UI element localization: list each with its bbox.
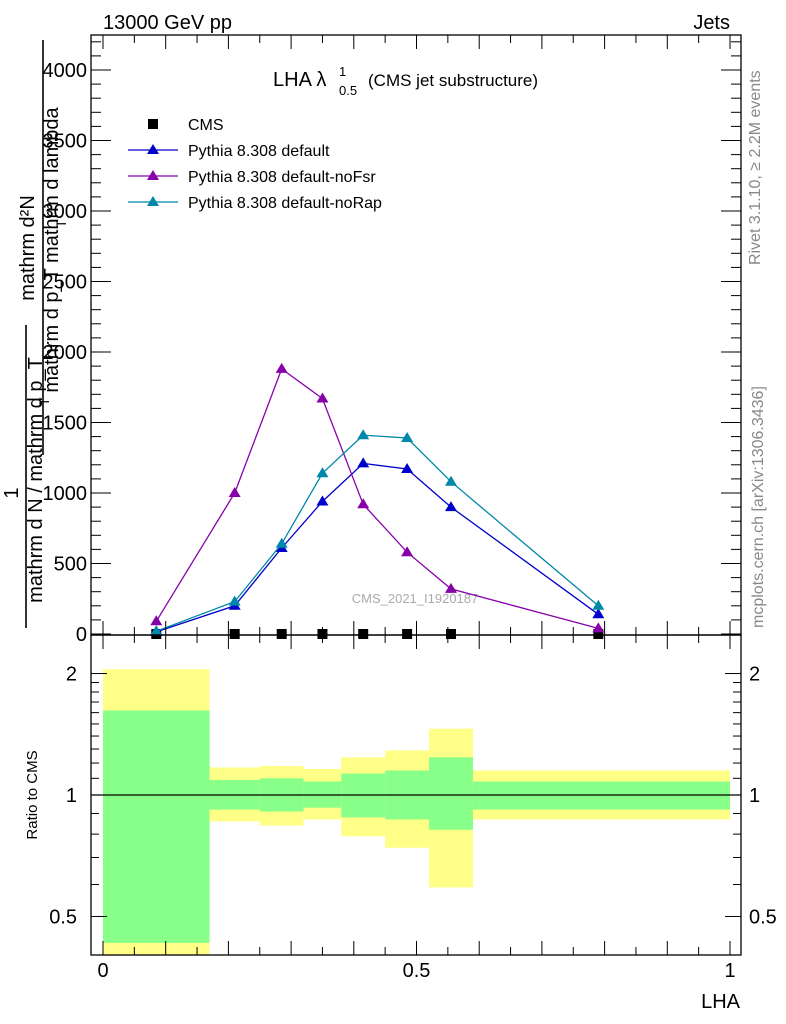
series-3-point-0 [150, 625, 163, 636]
cms-point-6 [445, 629, 456, 639]
ratio-band-inner-6 [429, 757, 473, 830]
main-ylabel: mathrm d²N mathrm d p_T mathrm d lambda … [1, 40, 69, 628]
analysis-watermark: CMS_2021_I1920187 [352, 591, 479, 606]
series-3-point-5 [401, 432, 414, 443]
legend-label-cms: CMS [188, 117, 224, 134]
series-3-point-7 [592, 599, 605, 610]
legend-entry-cms: CMS [148, 117, 224, 134]
cms-point-7 [593, 629, 604, 639]
main-ytick-label-8: 4000 [43, 60, 88, 82]
series-1 [150, 457, 605, 636]
ratio-bands [91, 669, 741, 955]
x-axis-label: LHA [701, 991, 741, 1013]
cms-point-4 [358, 629, 369, 639]
legend-label-nofsr: Pythia 8.308 default-noFsr [188, 169, 376, 186]
cms-point-2 [276, 629, 287, 639]
legend-marker-nofsr [147, 170, 159, 180]
title-subscript: 0.5 [339, 83, 357, 98]
main-ytick-label-3: 1500 [43, 413, 88, 435]
title-note: (CMS jet substructure) [368, 71, 538, 90]
legend-marker-default [147, 144, 159, 154]
legend-entry-norap: Pythia 8.308 default-noRap [128, 195, 382, 212]
x-tick-label-1: 0.5 [403, 960, 431, 982]
series-2 [150, 362, 605, 633]
legend-entry-default: Pythia 8.308 default [128, 143, 330, 160]
ratio-band-inner-0 [103, 710, 210, 943]
ratio-ytick-label-right-2: 2 [749, 664, 760, 686]
legend-label-norap: Pythia 8.308 default-noRap [188, 195, 382, 212]
main-ytick-label-7: 3500 [43, 131, 88, 153]
main-ytick-label-2: 1000 [43, 483, 88, 505]
series-1-point-7 [592, 608, 605, 619]
series-3-point-6 [444, 475, 457, 486]
legend-marker-cms [148, 119, 158, 129]
x-tick-label-0: 0 [97, 960, 108, 982]
ratio-ytick-label-left-2: 2 [66, 664, 77, 686]
series-3-point-3 [316, 467, 329, 478]
series-2-point-7 [592, 622, 605, 633]
legend-marker-norap [147, 196, 159, 206]
series-1-point-3 [316, 495, 329, 506]
ratio-ytick-label-left-1: 1 [66, 785, 77, 807]
series-2-point-1 [228, 487, 241, 497]
ylabel-top-subscript: T [53, 219, 69, 228]
series-2-point-0 [150, 615, 163, 626]
ylabel-pre-numerator: 1 [1, 487, 23, 498]
ylabel-pre-denominator: mathrm d N / mathrm d p_T [25, 357, 47, 603]
series-3 [150, 429, 605, 636]
header-left: 13000 GeV pp [103, 12, 232, 34]
mcplots-label: mcplots.cern.ch [arXiv:1306.3436] [750, 386, 767, 628]
series-2-point-6 [444, 582, 457, 593]
series-3-point-2 [275, 537, 288, 548]
main-series [150, 362, 605, 639]
series-line-3 [156, 434, 599, 632]
main-ytick-label-1: 500 [54, 554, 87, 576]
series-line-1 [156, 462, 599, 633]
title-main: LHA λ [273, 69, 326, 91]
cms-point-5 [402, 629, 413, 639]
legend-entry-nofsr: Pythia 8.308 default-noFsr [128, 169, 376, 186]
ylabel-top-numerator: mathrm d²N [17, 195, 39, 301]
legend: CMS Pythia 8.308 default Pythia 8.308 de… [128, 117, 382, 212]
ratio-ytick-label-left-0: 0.5 [49, 906, 77, 928]
main-ytick-label-5: 2500 [43, 272, 88, 294]
series-2-point-5 [401, 546, 414, 557]
main-ytick-label-6: 3000 [43, 201, 88, 223]
legend-label-default: Pythia 8.308 default [188, 143, 330, 160]
main-ytick-label-0: 0 [76, 624, 87, 646]
series-1-point-5 [401, 463, 414, 474]
series-1-point-4 [357, 457, 370, 468]
series-1-point-6 [444, 501, 457, 512]
series-2-point-3 [316, 392, 329, 403]
series-2-point-4 [357, 498, 370, 509]
axes: 0 500 1000 1500 2000 2500 3000 3500 4000 0 0.5 1 0.5… [43, 34, 777, 982]
series-3-point-4 [357, 429, 370, 440]
title-superscript: 1 [339, 64, 346, 79]
rivet-version-label: Rivet 3.1.10, ≥ 2.2M events [747, 70, 764, 265]
ylabel-pre-subscript: T [36, 397, 52, 406]
series-line-2 [155, 367, 599, 630]
x-tick-label-2: 1 [724, 960, 735, 982]
ylabel-top-denominator: mathrm d p_T mathrm d lambda [41, 106, 63, 392]
header-right: Jets [693, 12, 730, 34]
ratio-ytick-label-right-0: 0.5 [749, 906, 777, 928]
series-3-point-1 [228, 595, 241, 606]
ratio-ylabel: Ratio to CMS [24, 750, 41, 839]
series-2-point-2 [275, 362, 288, 373]
cms-point-1 [229, 629, 240, 639]
main-ytick-label-4: 2000 [43, 342, 88, 364]
ratio-ytick-label-right-1: 1 [749, 785, 760, 807]
series-0 [151, 629, 604, 639]
plot-title: LHA λ 1 0.5 (CMS jet substructure) [273, 64, 538, 98]
